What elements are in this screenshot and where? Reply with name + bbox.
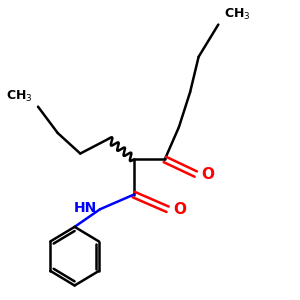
- Text: CH$_3$: CH$_3$: [6, 88, 32, 104]
- Text: O: O: [173, 202, 186, 217]
- Text: CH$_3$: CH$_3$: [224, 7, 250, 22]
- Text: O: O: [201, 167, 214, 182]
- Text: HN: HN: [74, 201, 97, 215]
